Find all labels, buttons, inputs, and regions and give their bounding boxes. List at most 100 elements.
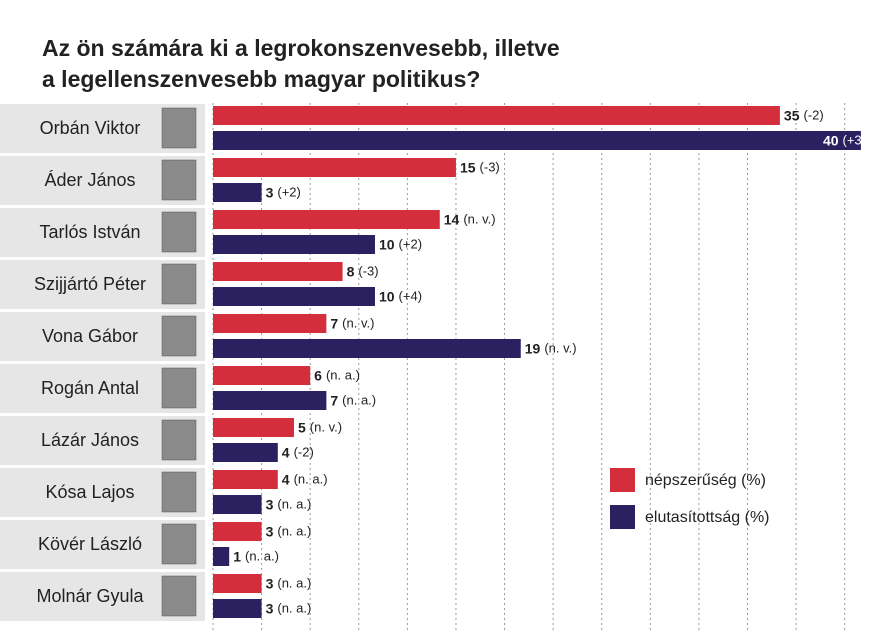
category-label: Lázár János xyxy=(41,430,139,450)
value-label: 10 (+2) xyxy=(379,236,422,252)
category-label: Rogán Antal xyxy=(41,378,139,398)
photo xyxy=(161,315,197,357)
value-change: (-2) xyxy=(294,445,314,460)
value-label: 19 (n. v.) xyxy=(525,340,577,356)
legend-swatch xyxy=(610,468,635,492)
value-number: 3 xyxy=(266,496,274,512)
value-number: 40 xyxy=(823,132,839,148)
value-number: 3 xyxy=(266,523,274,539)
bar xyxy=(213,131,861,150)
value-change: (n. a.) xyxy=(277,524,311,539)
value-label: 7 (n. a.) xyxy=(330,392,376,408)
bar xyxy=(213,210,440,229)
value-number: 5 xyxy=(298,419,306,435)
photo xyxy=(161,471,197,513)
value-label: 6 (n. a.) xyxy=(314,367,360,383)
value-number: 3 xyxy=(266,184,274,200)
value-label: 40 (+3) xyxy=(823,132,866,148)
value-change: (-2) xyxy=(803,108,823,123)
value-change: (-3) xyxy=(358,264,378,279)
value-change: (n. a.) xyxy=(294,472,328,487)
category-label: Vona Gábor xyxy=(42,326,138,346)
chart-title: a legellenszenvesebb magyar politikus? xyxy=(42,66,480,92)
value-change: (n. v.) xyxy=(463,212,495,227)
bar xyxy=(213,418,294,437)
bar xyxy=(213,443,278,462)
value-number: 4 xyxy=(282,444,290,460)
value-change: (n. a.) xyxy=(342,393,376,408)
value-label: 5 (n. v.) xyxy=(298,419,342,435)
bar xyxy=(213,522,262,541)
value-label: 35 (-2) xyxy=(784,107,824,123)
value-change: (n. a.) xyxy=(245,549,279,564)
bar xyxy=(213,262,343,281)
value-number: 7 xyxy=(330,315,338,331)
photo xyxy=(161,419,197,461)
category-label: Orbán Viktor xyxy=(40,118,141,138)
bar xyxy=(213,547,230,566)
legend-label: népszerűség (%) xyxy=(645,472,766,489)
photo xyxy=(161,107,197,149)
photo xyxy=(161,263,197,305)
value-change: (n. v.) xyxy=(342,316,374,331)
value-label: 3 (n. a.) xyxy=(266,496,312,512)
value-change: (n. a.) xyxy=(277,601,311,616)
bar xyxy=(213,287,375,306)
value-label: 3 (n. a.) xyxy=(266,523,312,539)
value-number: 8 xyxy=(347,263,355,279)
value-number: 15 xyxy=(460,159,476,175)
value-change: (-3) xyxy=(480,160,500,175)
photo xyxy=(161,575,197,617)
value-label: 3 (+2) xyxy=(266,184,301,200)
bar xyxy=(213,158,456,177)
value-change: (+3) xyxy=(843,133,866,148)
value-label: 3 (n. a.) xyxy=(266,575,312,591)
value-number: 3 xyxy=(266,575,274,591)
value-number: 35 xyxy=(784,107,800,123)
photo xyxy=(161,523,197,565)
value-label: 3 (n. a.) xyxy=(266,600,312,616)
legend-label: elutasítottság (%) xyxy=(645,509,770,526)
bar xyxy=(213,599,262,618)
value-label: 7 (n. v.) xyxy=(330,315,374,331)
photo xyxy=(161,159,197,201)
bar xyxy=(213,106,780,125)
category-label: Kövér László xyxy=(38,534,142,554)
bar xyxy=(213,339,521,358)
value-change: (+2) xyxy=(399,237,422,252)
bar xyxy=(213,574,262,593)
value-number: 7 xyxy=(330,392,338,408)
value-number: 19 xyxy=(525,340,541,356)
value-change: (n. a.) xyxy=(277,497,311,512)
photo xyxy=(161,211,197,253)
legend-swatch xyxy=(610,505,635,529)
value-number: 3 xyxy=(266,600,274,616)
value-number: 6 xyxy=(314,367,322,383)
value-number: 4 xyxy=(282,471,290,487)
value-label: 10 (+4) xyxy=(379,288,422,304)
value-number: 14 xyxy=(444,211,460,227)
value-change: (n. a.) xyxy=(277,576,311,591)
category-label: Kósa Lajos xyxy=(45,482,134,502)
bar xyxy=(213,470,278,489)
category-label: Molnár Gyula xyxy=(36,586,144,606)
bar xyxy=(213,183,262,202)
category-label: Szijjártó Péter xyxy=(34,274,146,294)
category-label: Tarlós István xyxy=(39,222,140,242)
value-label: 1 (n. a.) xyxy=(233,548,279,564)
value-change: (+4) xyxy=(399,289,422,304)
bar xyxy=(213,314,327,333)
bar xyxy=(213,391,327,410)
value-change: (n. v.) xyxy=(310,420,342,435)
value-label: 4 (n. a.) xyxy=(282,471,328,487)
bar xyxy=(213,495,262,514)
value-number: 10 xyxy=(379,288,395,304)
bar xyxy=(213,235,375,254)
chart-title: Az ön számára ki a legrokonszenvesebb, i… xyxy=(42,35,560,61)
value-change: (+2) xyxy=(277,185,300,200)
value-label: 4 (-2) xyxy=(282,444,314,460)
value-label: 8 (-3) xyxy=(347,263,379,279)
value-label: 15 (-3) xyxy=(460,159,500,175)
photo xyxy=(161,367,197,409)
